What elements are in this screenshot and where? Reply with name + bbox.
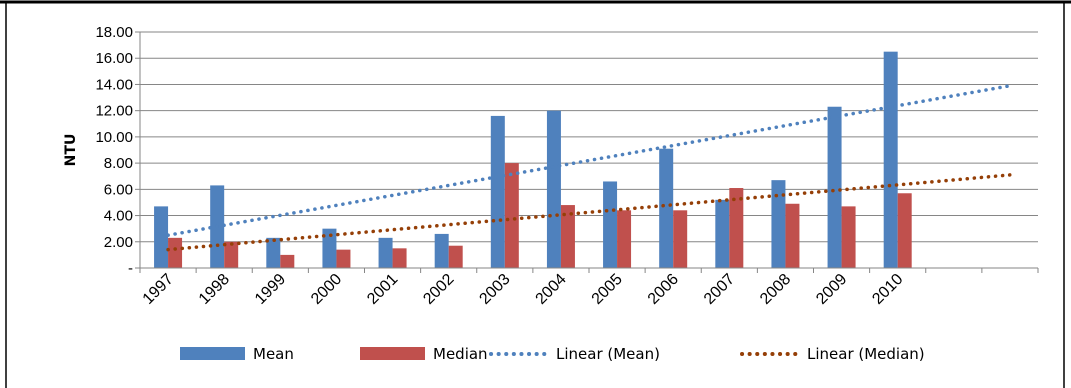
y-tick-label: 16.00 [95, 50, 133, 67]
bar-median-2008 [785, 203, 800, 268]
trendlines [166, 84, 1012, 252]
bar-mean-1997 [154, 206, 169, 268]
y-tick-label: 14.00 [95, 76, 133, 93]
y-tick-label: - [128, 260, 133, 277]
y-tick-label: 6.00 [104, 181, 133, 198]
y-tick-label: 12.00 [95, 103, 133, 120]
bar-median-2001 [392, 248, 407, 268]
bar-median-2004 [560, 205, 575, 268]
y-tick-label: 8.00 [104, 155, 133, 172]
legend-label-linear-mean: Linear (Mean) [556, 345, 660, 363]
legend-label-mean: Mean [253, 345, 294, 363]
bar-median-2007 [729, 188, 744, 268]
bar-median-2006 [673, 210, 688, 268]
bar-mean-2010 [883, 51, 898, 268]
bar-median-2010 [897, 193, 912, 268]
bar-mean-2007 [715, 199, 730, 268]
bar-mean-2000 [322, 228, 337, 268]
bar-mean-2009 [827, 106, 842, 268]
trendline-median [166, 173, 1012, 252]
legend-swatch-mean [180, 347, 245, 360]
bar-mean-2002 [434, 233, 449, 268]
bar-mean-2003 [490, 115, 505, 269]
trendline-mean [166, 84, 1012, 237]
bar-mean-2001 [378, 237, 393, 268]
bar-median-2005 [617, 210, 632, 268]
bar-median-1999 [280, 254, 295, 268]
y-tick-label: 2.00 [104, 234, 133, 251]
axes [135, 31, 1039, 273]
bars [154, 51, 912, 269]
bar-median-2002 [448, 245, 463, 268]
bar-median-2003 [504, 163, 519, 268]
y-tick-label: 4.00 [104, 208, 133, 225]
y-tick-label: 18.00 [95, 24, 133, 41]
legend-label-linear-median: Linear (Median) [807, 345, 925, 363]
bar-median-2000 [336, 249, 351, 268]
legend: Mean Median Linear (Mean) Linear (Median… [180, 345, 925, 363]
bar-median-2009 [841, 206, 856, 268]
bar-mean-2008 [771, 180, 786, 268]
y-tick-label: 10.00 [95, 129, 133, 146]
y-tick-labels: - 2.00 4.00 6.00 8.00 10.00 12.00 14.00 16.00 18.… [95, 24, 133, 277]
bar-median-1997 [168, 237, 183, 268]
legend-label-median: Median [433, 345, 488, 363]
legend-swatch-median [360, 347, 425, 360]
bar-mean-2004 [546, 110, 561, 269]
bar-mean-2006 [659, 148, 674, 268]
bar-mean-1999 [266, 237, 281, 268]
y-axis-title: NTU [63, 134, 79, 167]
bar-median-1998 [224, 241, 239, 268]
bar-mean-2005 [603, 181, 618, 268]
